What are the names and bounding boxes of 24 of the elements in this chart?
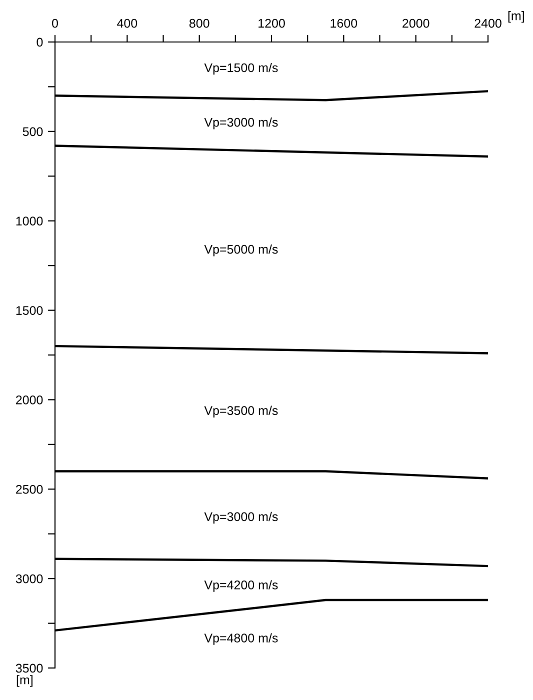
x-tick-label: 800 [189,18,210,28]
y-tick-label: 3500 [16,664,43,673]
x-tick-label: 2400 [474,18,502,28]
x-axis-title: [m] [508,11,524,23]
y-tick-label: 3000 [16,574,43,584]
annotation: Vp=3000 m/s [204,512,278,524]
y-tick-label: 2000 [16,396,43,404]
y-tick-label: 0 [36,38,43,47]
x-tick-label: 1200 [258,18,285,28]
annotation: Vp=5000 m/s [204,244,278,256]
y-axis-title: [m] [16,675,32,687]
y-tick-label: 500 [22,127,43,136]
y-tick-label: 1500 [16,306,43,315]
annotation: Vp=1500 m/s [204,63,278,75]
x-tick-label: 1600 [330,18,358,28]
annotation: Vp=4200 m/s [204,580,278,592]
annotation: Vp=4800 m/s [204,633,278,645]
annotation: Vp=3000 m/s [204,118,278,130]
x-tick-label: 0 [52,18,58,28]
annotation: Vp=3500 m/s [204,406,278,418]
x-tick-label: 2000 [402,18,430,28]
y-tick-label: 1000 [16,216,43,226]
x-tick-label: 400 [117,18,138,28]
y-tick-label: 2500 [16,484,43,494]
